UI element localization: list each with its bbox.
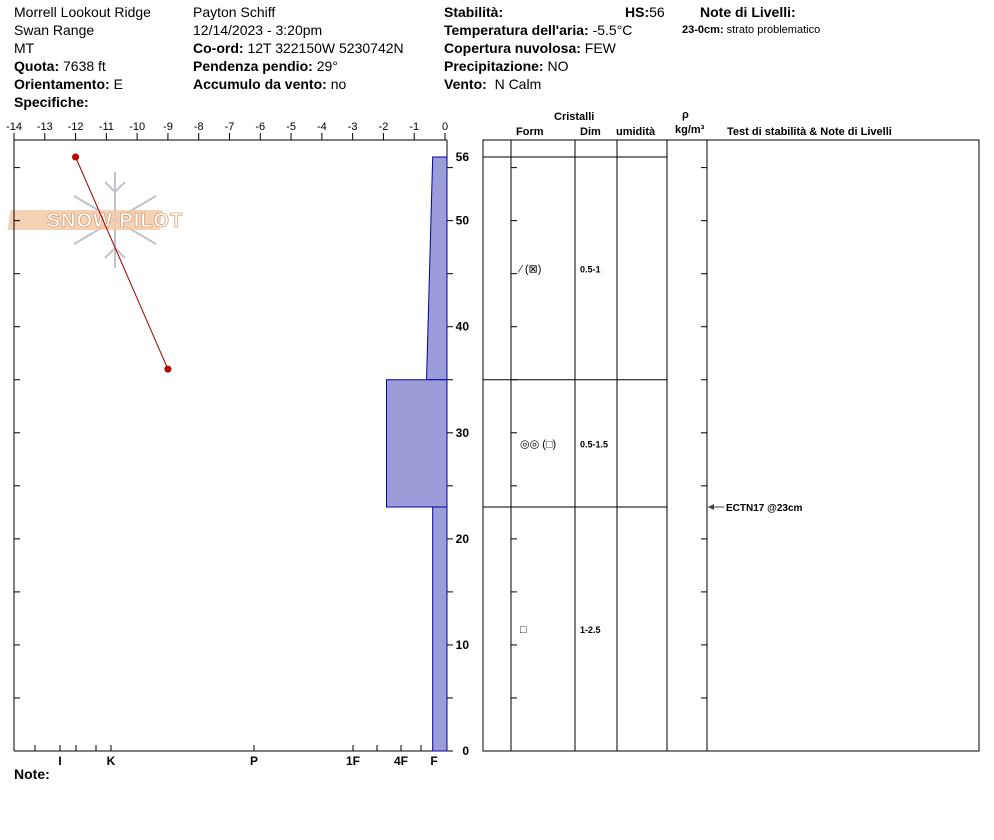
form-header: Form (516, 126, 544, 138)
height-tick-label: 10 (456, 638, 470, 652)
height-tick-label: 0 (462, 744, 469, 758)
layer-table-frame (482, 139, 980, 752)
hardness-tick-label: F (430, 754, 437, 768)
temperature-tick-label: -4 (317, 121, 327, 133)
temperature-tick-label: -2 (379, 121, 389, 133)
temperature-tick-label: -5 (286, 121, 296, 133)
wind-loading: Accumulo da vento: no (193, 76, 346, 92)
hardness-tick-label: I (58, 754, 61, 768)
layer-note-text: strato problematico (726, 24, 821, 36)
hardness-tick-label: 1F (346, 754, 360, 768)
humidity-header: umidità (616, 126, 656, 138)
slope-label: Pendenza pendio: (193, 58, 313, 74)
coordinates: Co-ord: 12T 322150W 5230742N (193, 40, 404, 56)
height-tick-label: 50 (456, 214, 470, 228)
precip-value: NO (547, 58, 569, 74)
temperature-tick-label: -9 (163, 121, 173, 133)
footer-note-label: Note: (14, 766, 50, 782)
wind: Vento: N Calm (444, 76, 541, 92)
hardness-tick-label: K (107, 754, 116, 768)
hs-label: HS: (625, 4, 650, 20)
temperature-point (72, 153, 80, 161)
slope: Pendenza pendio: 29° (193, 58, 338, 74)
cloud-label: Copertura nuvolosa: (444, 40, 581, 56)
wind-loading-value: no (330, 76, 347, 92)
layer-crystal-size: 1-2.5 (580, 625, 601, 635)
datetime: 12/14/2023 - 3:20pm (193, 22, 323, 38)
temperature-tick-label: -3 (348, 121, 358, 133)
specifics-label: Specifiche: (14, 94, 89, 110)
crystals-header: Cristalli (554, 111, 595, 123)
density-unit-header: kg/m³ (675, 124, 705, 136)
temperature-tick-label: 0 (442, 121, 448, 133)
stability-test-note: ECTN17 @23cm (726, 503, 803, 514)
height-tick-label: 56 (456, 150, 470, 164)
slope-value: 29° (316, 58, 338, 74)
hardness-layer (386, 379, 448, 508)
wind-value: N Calm (494, 76, 542, 92)
cloud-value: FEW (584, 40, 616, 56)
temperature-tick-label: -10 (129, 121, 145, 133)
hardness-tick-label: 4F (394, 754, 408, 768)
coord-label: Co-ord: (193, 40, 244, 56)
aspect-value: E (113, 76, 123, 92)
stability-label: Stabilità: (444, 4, 504, 20)
temperature-point (164, 365, 172, 373)
precip-label: Precipitazione: (444, 58, 544, 74)
location: Morrell Lookout Ridge (14, 4, 151, 20)
layer-crystal-size: 0.5-1.5 (580, 439, 608, 449)
arrow-icon (708, 504, 714, 511)
aspect-label: Orientamento: (14, 76, 110, 92)
temperature-tick-label: -1 (409, 121, 419, 133)
aspect: Orientamento: E (14, 76, 123, 92)
temperature-profile-line (75, 156, 169, 370)
cloud-cover: Copertura nuvolosa: FEW (444, 40, 616, 56)
range: Swan Range (14, 22, 95, 38)
height-tick-label: 40 (456, 320, 470, 334)
layer-crystal-form: ◎◎ (□) (520, 438, 556, 450)
watermark-text: SNOW PILOT (47, 210, 184, 232)
temperature-tick-label: -13 (37, 121, 53, 133)
elevation-label: Quota: (14, 58, 60, 74)
temperature-tick-label: -12 (68, 121, 84, 133)
height-tick-label: 30 (456, 426, 470, 440)
temperature-tick-label: -7 (225, 121, 235, 133)
layer-notes-label: Note di Livelli: (700, 4, 796, 20)
hardness-layer (432, 506, 448, 752)
elevation: Quota: 7638 ft (14, 58, 106, 74)
layer-crystal-size: 0.5-1 (580, 264, 601, 274)
air-temperature: Temperatura dell'aria: -5.5°C (444, 22, 632, 38)
elevation-value: 7638 ft (63, 58, 106, 74)
air-temp-label: Temperatura dell'aria: (444, 22, 589, 38)
height-tick-label: 20 (456, 532, 470, 546)
hardness-tick-label: P (250, 754, 258, 768)
temperature-tick-label: -8 (194, 121, 204, 133)
hs-value: 56 (649, 4, 665, 20)
temperature-tick-label: -6 (255, 121, 265, 133)
temperature-tick-label: -14 (6, 121, 22, 133)
coord-value: 12T 322150W 5230742N (247, 40, 404, 56)
wind-loading-label: Accumulo da vento: (193, 76, 327, 92)
rho-header: ρ (682, 109, 689, 121)
layer-note: 23-0cm: strato problematico (682, 24, 820, 37)
temperature-tick-label: -11 (99, 121, 114, 133)
state: MT (14, 40, 35, 56)
observer: Payton Schiff (193, 4, 276, 20)
air-temp-value: -5.5°C (592, 22, 633, 38)
wind-label: Vento: (444, 76, 487, 92)
dim-header: Dim (580, 126, 601, 138)
layer-crystal-form: □ (520, 624, 527, 636)
layer-note-depth: 23-0cm: (682, 24, 724, 36)
precipitation: Precipitazione: NO (444, 58, 568, 74)
tests-header: Test di stabilità & Note di Livelli (727, 126, 892, 138)
layer-crystal-form: ⁄ (⊠) (517, 263, 541, 275)
hardness-layer (426, 156, 448, 381)
hs: HS:56 (625, 4, 665, 20)
